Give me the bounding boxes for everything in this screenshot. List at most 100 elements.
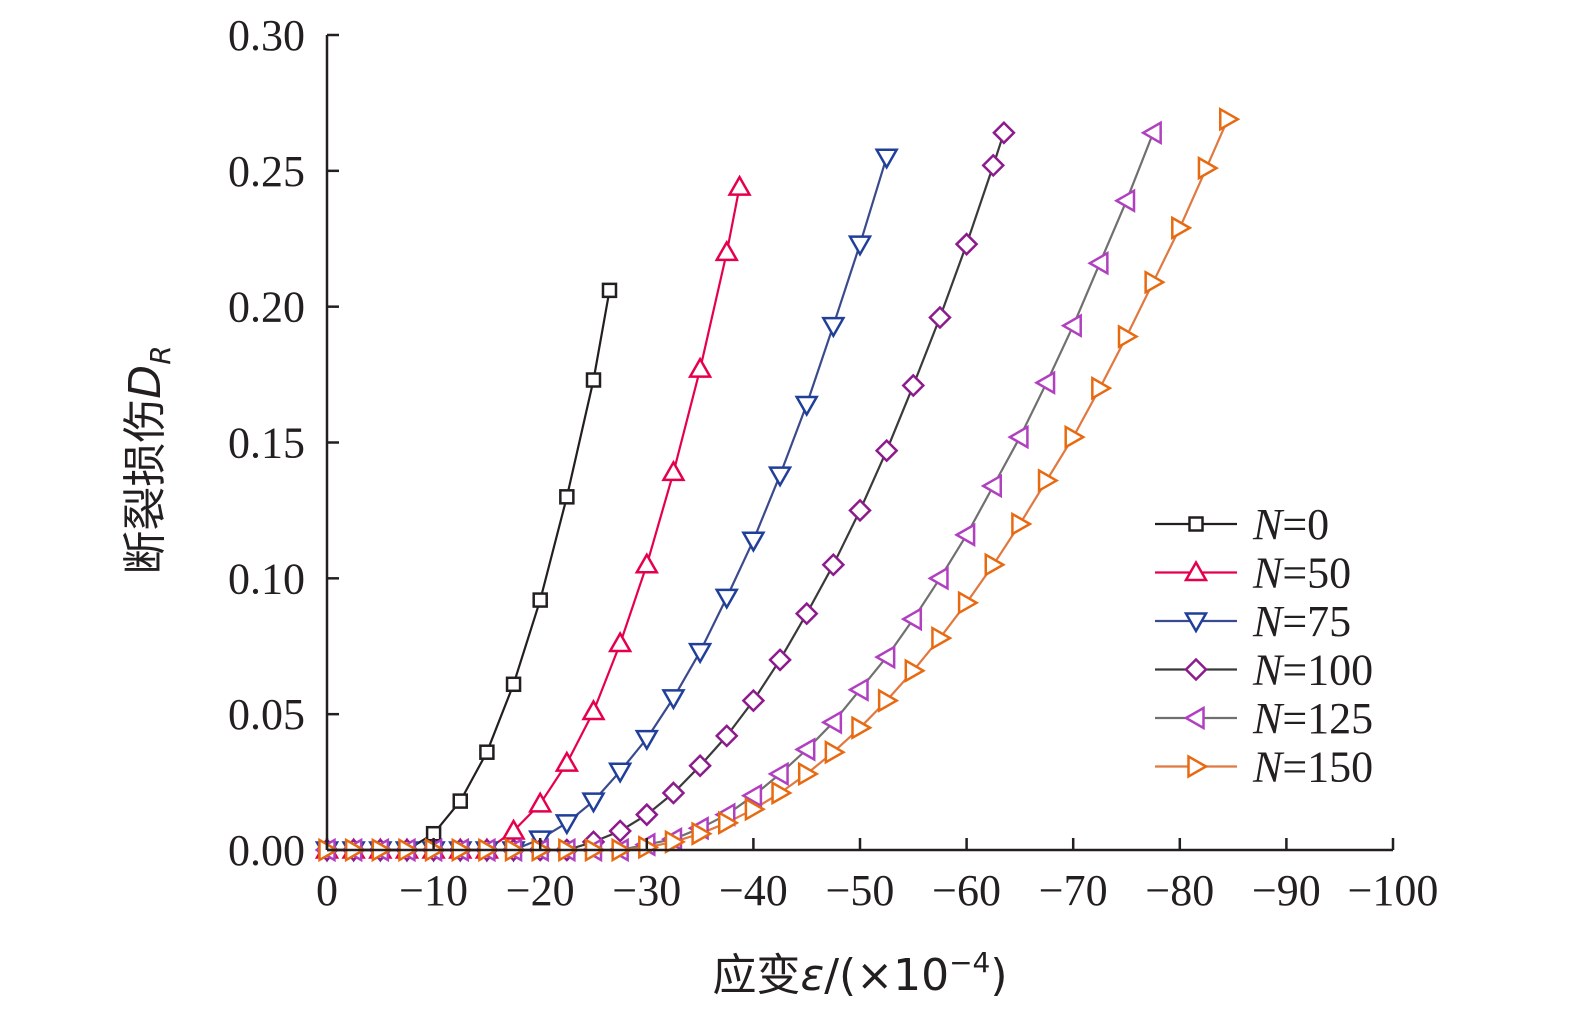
- point-series-4: [1034, 370, 1056, 395]
- legend-label: N=75: [1252, 597, 1351, 646]
- series-markers: [314, 107, 1241, 863]
- point-series-5: [797, 761, 820, 787]
- x-tick-label: −10: [399, 866, 468, 915]
- point-series-5: [1011, 511, 1033, 537]
- point-series-5: [984, 552, 1006, 577]
- legend-marker: [1188, 516, 1204, 532]
- legend-label: N=50: [1252, 549, 1351, 598]
- x-tick-label: −90: [1252, 866, 1321, 915]
- series-line-3: [327, 132, 1005, 852]
- point-series-2: [581, 792, 606, 814]
- series-line-4: [327, 132, 1155, 852]
- point-series-3: [901, 373, 926, 398]
- legend-label: N=0: [1252, 500, 1329, 549]
- series-lines: [327, 118, 1229, 852]
- legend-label: N=125: [1252, 694, 1373, 743]
- x-tick-label: −40: [719, 866, 788, 915]
- point-series-1: [607, 631, 633, 653]
- point-series-1: [554, 750, 580, 772]
- point-series-2: [607, 762, 633, 784]
- y-tick-label: 0.20: [228, 283, 305, 332]
- point-series-3: [821, 552, 846, 577]
- point-series-5: [1197, 155, 1219, 181]
- point-series-1: [661, 459, 686, 482]
- x-tick-label: −30: [612, 866, 681, 915]
- point-series-4: [740, 783, 763, 808]
- point-series-5: [931, 625, 953, 651]
- point-series-5: [1219, 107, 1241, 132]
- point-series-5: [851, 715, 873, 740]
- point-series-4: [820, 710, 843, 735]
- point-series-0: [532, 592, 548, 608]
- legend-marker: [1184, 657, 1208, 682]
- point-series-1: [714, 239, 739, 262]
- point-series-4: [794, 737, 816, 762]
- point-series-4: [1087, 251, 1109, 276]
- point-series-2: [554, 814, 580, 836]
- point-series-4: [954, 522, 976, 548]
- tick-labels: 0.00 0.05 0.10 0.15 0.20 0.25 0.30 0 −10 −20 −30 −4…: [228, 11, 1438, 915]
- point-series-2: [794, 395, 819, 417]
- point-series-3: [794, 601, 819, 626]
- x-tick-label: −60: [932, 866, 1001, 915]
- point-series-3: [661, 781, 686, 805]
- point-series-2: [687, 642, 713, 665]
- legend-marker: [1183, 559, 1209, 582]
- point-series-5: [1064, 424, 1086, 450]
- series-line-1: [327, 186, 741, 852]
- point-series-3: [992, 121, 1016, 145]
- y-axis-title: 断裂损伤DR: [120, 345, 177, 574]
- point-series-4: [1007, 424, 1029, 450]
- x-tick-label: −20: [506, 866, 575, 915]
- point-series-5: [1117, 324, 1140, 349]
- legend-marker: [1183, 705, 1205, 731]
- point-series-0: [479, 744, 495, 760]
- point-series-5: [771, 780, 793, 806]
- point-series-3: [608, 819, 632, 843]
- point-series-2: [767, 466, 793, 488]
- legend-label: N=100: [1252, 646, 1373, 695]
- point-series-0: [505, 676, 522, 693]
- axes: [325, 33, 1395, 852]
- point-series-1: [528, 791, 553, 813]
- series-line-5: [327, 118, 1229, 852]
- point-series-1: [634, 552, 659, 574]
- point-series-2: [714, 588, 739, 610]
- point-series-3: [848, 498, 872, 523]
- point-series-5: [1171, 215, 1193, 241]
- point-series-3: [928, 305, 952, 330]
- point-series-2: [874, 148, 899, 170]
- point-series-0: [559, 489, 575, 505]
- point-series-3: [981, 153, 1006, 178]
- x-tick-label: −100: [1348, 866, 1439, 915]
- point-series-5: [718, 810, 740, 835]
- point-series-2: [634, 729, 659, 752]
- x-axis-title: 应变ε/(×10−4): [712, 946, 1007, 1001]
- y-tick-label: 0.05: [228, 690, 305, 739]
- point-series-2: [821, 316, 846, 339]
- point-series-5: [744, 797, 766, 822]
- point-series-0: [585, 372, 602, 388]
- point-series-3: [874, 438, 899, 463]
- point-series-4: [847, 677, 869, 702]
- point-series-3: [768, 648, 792, 672]
- point-series-1: [727, 174, 752, 196]
- point-series-5: [1091, 376, 1113, 401]
- point-series-5: [691, 821, 713, 846]
- point-series-3: [688, 754, 712, 778]
- x-tick-label: −70: [1039, 866, 1108, 915]
- y-tick-label: 0.10: [228, 554, 305, 603]
- point-series-2: [661, 689, 686, 711]
- x-tick-label: −50: [826, 866, 895, 915]
- point-series-5: [1144, 270, 1166, 295]
- point-series-4: [927, 566, 949, 591]
- point-series-4: [767, 761, 789, 787]
- legend-marker: [1183, 612, 1209, 634]
- point-series-3: [954, 232, 979, 256]
- y-tick-label: 0.00: [228, 826, 305, 875]
- point-series-4: [874, 644, 896, 670]
- point-series-4: [1113, 188, 1136, 213]
- point-series-4: [1060, 313, 1082, 338]
- point-series-1: [687, 356, 713, 378]
